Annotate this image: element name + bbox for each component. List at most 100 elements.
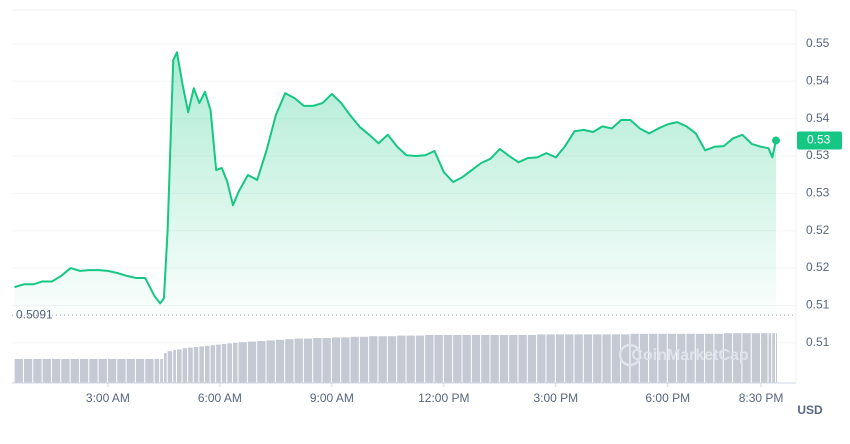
volume-bar [546,334,555,383]
volume-bar [126,359,135,383]
volume-bar [686,333,695,383]
volume-bar [565,334,574,383]
volume-bar [79,359,89,383]
volume-bar [537,334,546,383]
volume-bar [425,335,434,383]
volume-bar [350,336,359,383]
volume-bar [98,359,107,383]
price-line [14,51,777,305]
volume-bar [518,335,527,383]
y-tick-label: 0.51 [806,335,830,349]
volume-bar [210,345,216,383]
volume-bar [695,333,705,383]
volume-bar [714,333,723,383]
axes: 0.510.510.520.520.530.530.540.540.553:00… [86,36,830,405]
y-tick-label: 0.53 [806,148,830,162]
volume-bar [621,334,630,383]
volume-bar [154,359,160,383]
volume-bar [227,343,232,383]
volume-bar [216,344,221,383]
volume-bar [14,359,23,383]
x-tick-label: 12:00 PM [418,391,469,405]
volume-bar [761,333,768,383]
volume-bar [135,359,145,383]
volume-bar [509,335,518,383]
x-tick-label: 8:30 PM [739,391,784,405]
last-point [772,136,780,145]
watermark: CoinMarketCap [631,347,749,364]
volume-bar [70,359,79,383]
price-area [14,52,777,316]
volume-bar [453,335,462,383]
volume-bar [160,359,163,383]
volume-bar [397,335,406,383]
volume-bar [313,338,322,383]
volume-bar [639,333,649,383]
x-tick-label: 6:00 AM [198,391,242,405]
volume-bar [776,333,777,383]
volume-bar [705,333,714,383]
volume-bar [387,336,397,383]
currency: USD [797,403,823,417]
volume-bar [163,353,167,383]
x-tick-label: 3:00 AM [86,391,130,405]
volume-bar [303,338,313,383]
volume-bar [199,346,204,383]
volume-bar [471,335,481,383]
volume-bar [145,359,154,383]
volume-bar [341,337,350,383]
volume-bar [527,335,537,383]
y-tick-label: 0.54 [806,111,830,125]
y-tick-label: 0.52 [806,223,830,237]
volume-bar [490,335,499,383]
volume-bar [182,348,188,383]
volume-bar [611,334,621,383]
volume-bar [176,349,182,383]
current-price-label: 0.53 [807,133,831,147]
volume-bar [406,335,415,383]
volume-bar [204,345,210,383]
volume-bar [232,342,238,383]
volume-bar [247,341,257,383]
volume-bar [89,359,98,383]
volume-bar [677,333,686,383]
volume-bar [359,336,369,383]
volume-bar [167,351,173,383]
volume-bar [733,333,742,383]
volume-bar [751,333,761,383]
volume-bars [14,333,777,383]
volume-bar [238,342,247,383]
volume-bar [257,341,266,383]
volume-bar [742,333,751,383]
volume-bar [23,359,33,383]
plot: 0.50910.53 [12,51,842,321]
volume-bar [415,335,425,383]
volume-bar [723,333,733,383]
volume-bar [322,338,331,383]
volume-bar [772,333,775,383]
x-tick-label: 9:00 AM [310,391,354,405]
volume-bar [574,334,583,383]
volume-bar [555,334,565,383]
volume-bar [266,340,275,383]
volume-bar [593,334,602,383]
volume-bar [61,359,70,383]
volume-bar [193,347,199,383]
volume-bar [294,338,303,383]
volume-bar [173,350,176,383]
volume-bar [42,359,51,383]
volume-bar [51,359,61,383]
volume-bar [221,344,227,383]
volume-bar [658,333,667,383]
volume-bar [285,339,294,383]
volume-bar [499,335,509,383]
volume-bar [667,333,677,383]
volume-bar [583,334,593,383]
volume-bar [481,335,490,383]
y-tick-label: 0.53 [806,185,830,199]
x-tick-label: 3:00 PM [533,391,578,405]
x-tick-label: 6:00 PM [645,391,690,405]
volume-bar [331,337,341,383]
volume-bar [649,333,658,383]
